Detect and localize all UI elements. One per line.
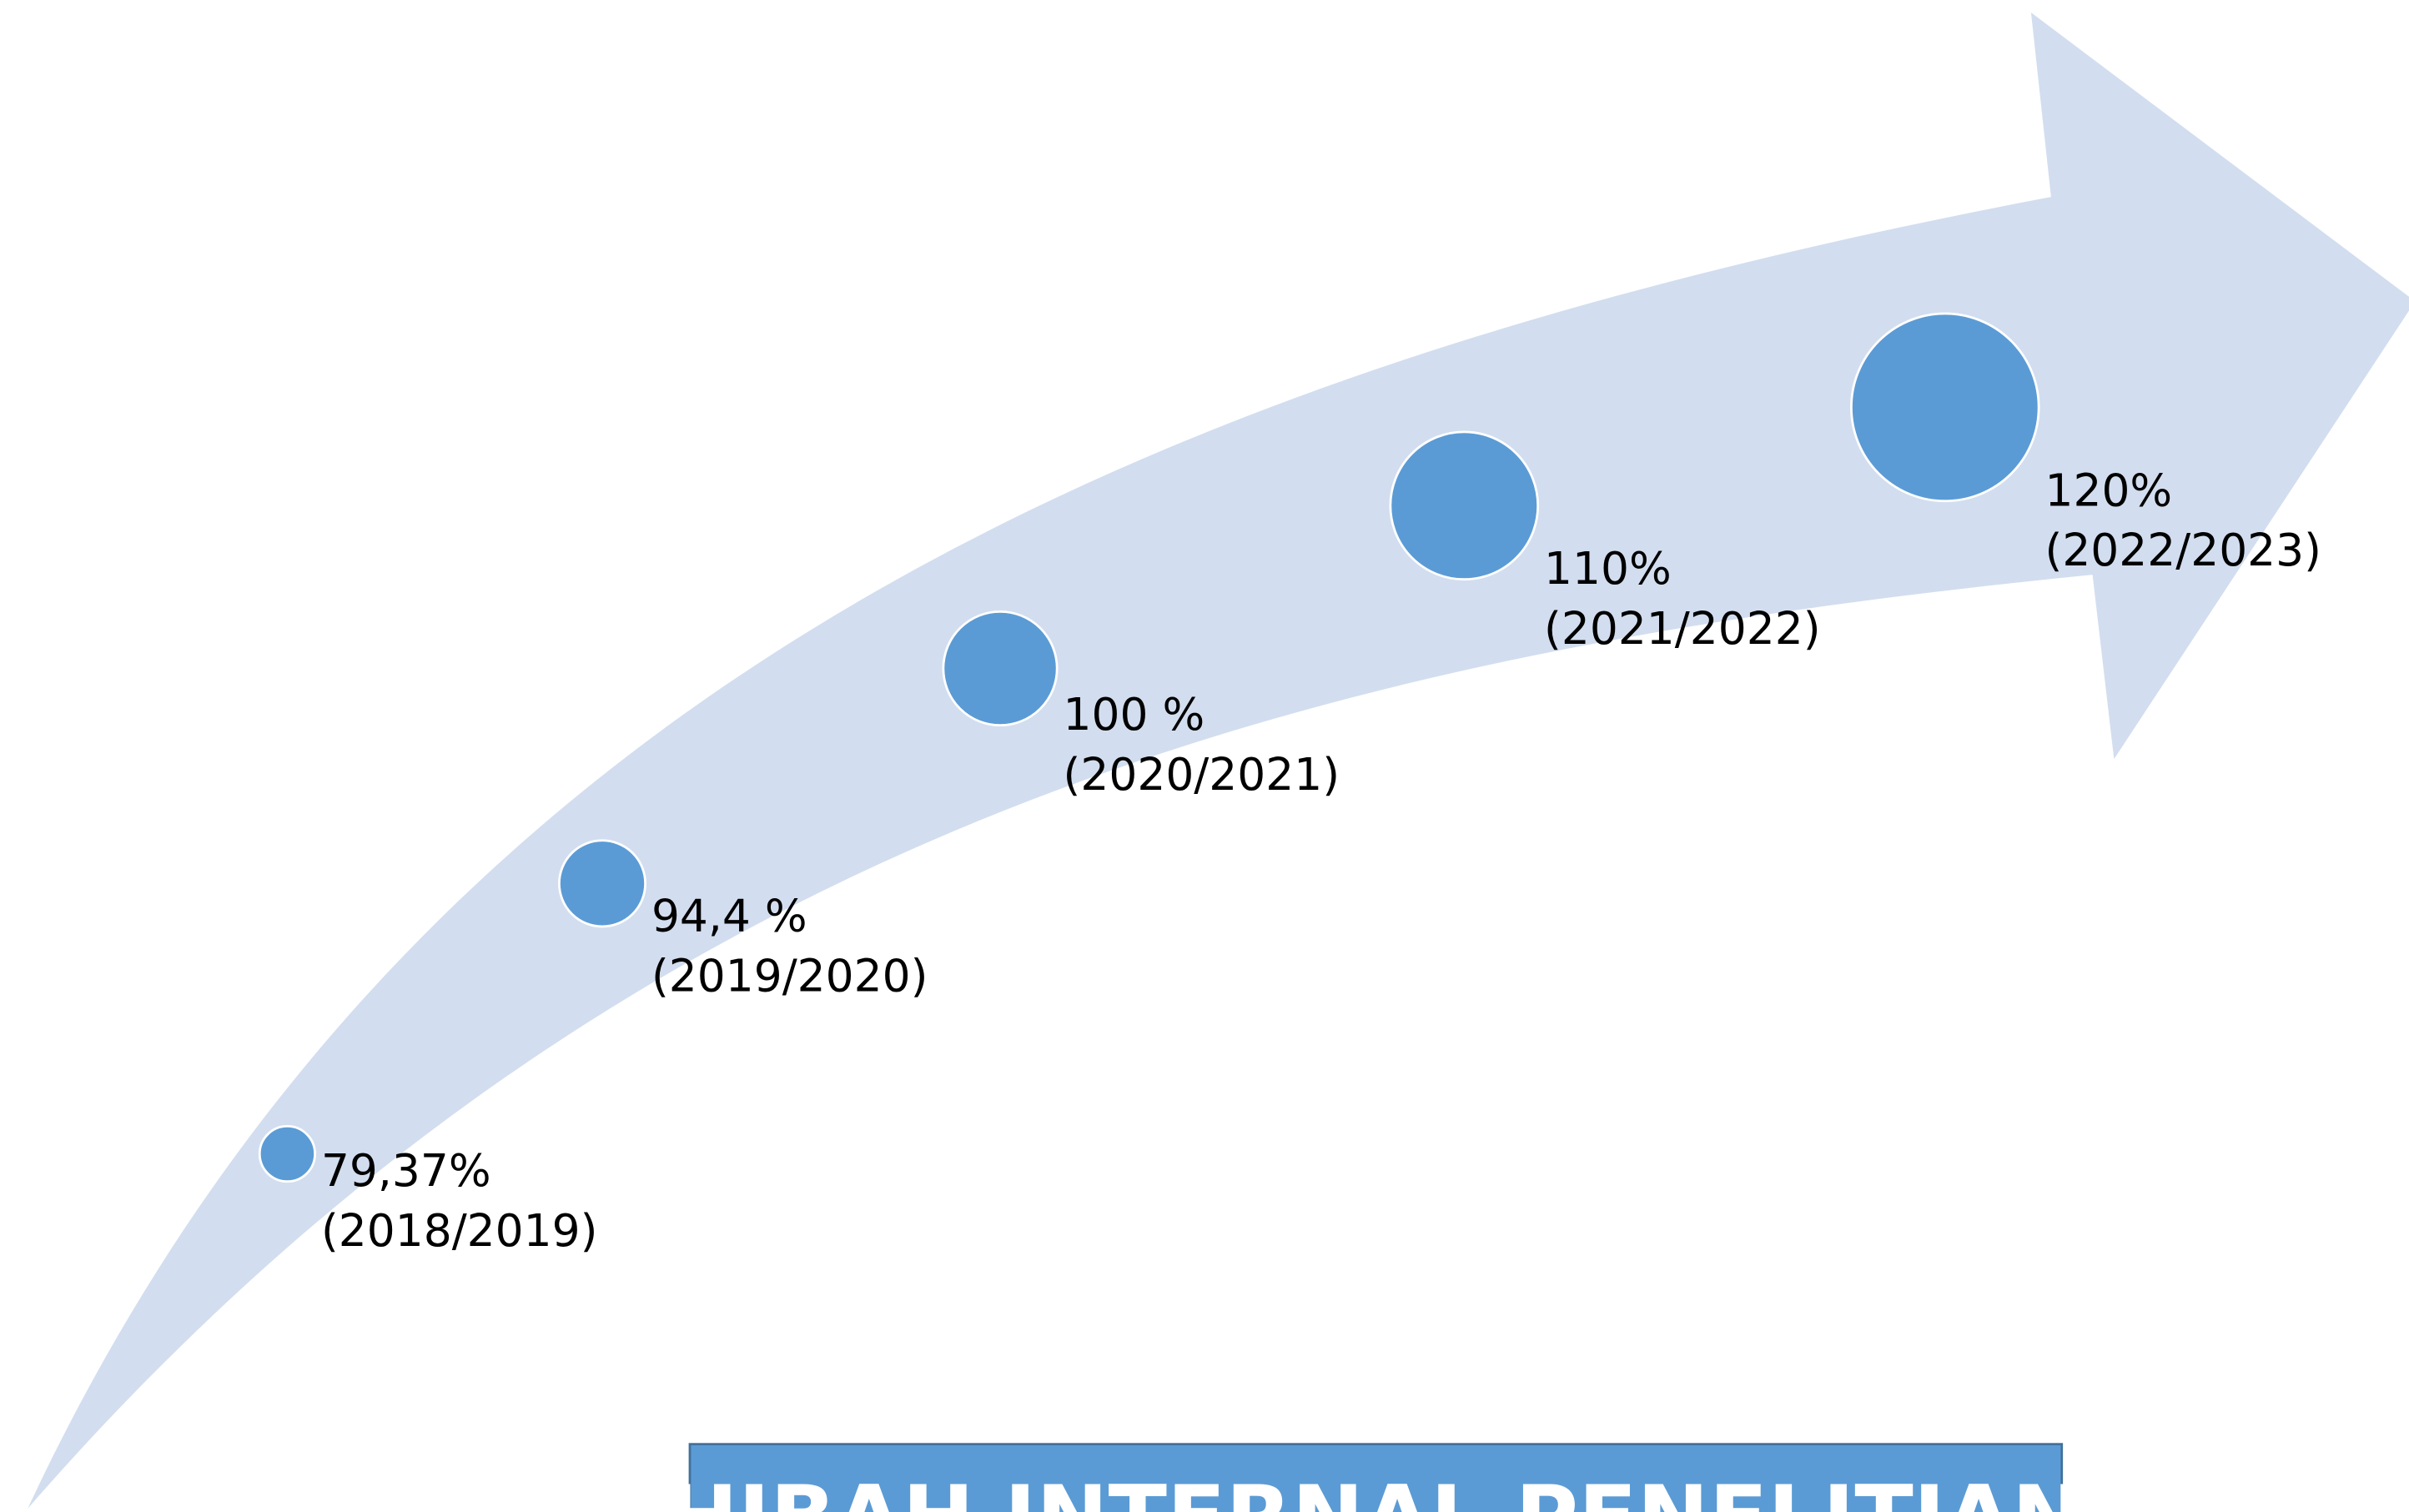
period-label: (2018/2019) <box>321 1204 598 1257</box>
period-label: (2021/2022) <box>1544 602 1820 655</box>
value-label: 94,4 % <box>651 889 807 942</box>
bubble <box>558 839 646 928</box>
value-label: 79,37% <box>321 1144 491 1197</box>
bubble <box>258 1125 316 1183</box>
period-label: (2019/2020) <box>651 949 928 1002</box>
title: HIBAH INTERNAL PENELITIAN <box>666 1468 2085 1512</box>
value-label: 110% <box>1544 542 1672 595</box>
value-label: 100 % <box>1064 688 1205 741</box>
period-label: (2022/2023) <box>2044 524 2321 576</box>
period-label: (2020/2021) <box>1064 748 1340 801</box>
title-box <box>688 1443 2064 1512</box>
bubble <box>1850 312 2040 503</box>
value-label: 120% <box>2044 464 2172 516</box>
bubble <box>942 610 1059 727</box>
arrow <box>28 13 2409 1509</box>
bubble <box>1389 430 1540 581</box>
